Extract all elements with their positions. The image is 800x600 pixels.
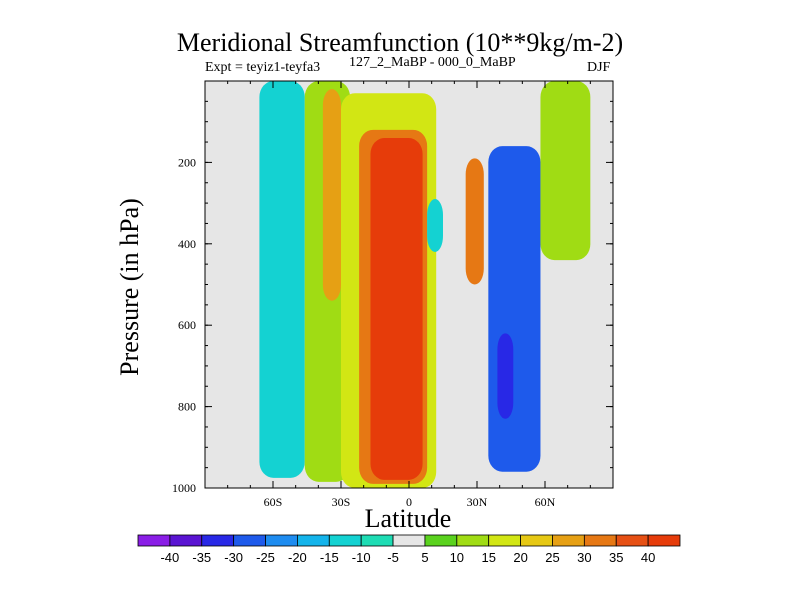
contour-plot [205,81,613,489]
contour-region-nh-positive-core [465,158,484,285]
colorbar-swatch [360,534,394,547]
colorbar-swatch [615,534,649,547]
colorbar-swatch [488,534,521,547]
colorbar-swatch [647,534,681,547]
colorbar-swatch [424,534,458,547]
colorbar-label: -30 [224,550,243,565]
x-tick-label: 30N [467,495,488,509]
colorbar-label: 30 [577,550,591,565]
contour-region-hadley-core [370,137,423,480]
colorbar-label: -25 [256,550,275,565]
contour-region-nh-ferrel-core [497,333,514,419]
colorbar-swatch [137,534,171,547]
y-tick-label: 400 [178,237,196,251]
contour-region-sh-polar-cell [259,81,305,478]
chart-title: Meridional Streamfunction (10**9kg/m-2) [176,28,624,57]
colorbar-label: 40 [641,550,655,565]
colorbar-swatch [583,534,617,547]
colorbar-swatch [297,534,330,547]
experiment-label: Expt = teyiz1-teyfa3 [205,60,321,75]
colorbar-swatch [456,534,490,547]
colorbar-swatch [392,534,426,547]
colorbar-label: -35 [192,550,211,565]
x-axis-label: Latitude [364,504,452,533]
y-tick-label: 800 [178,400,196,414]
colorbar-label: -20 [288,550,307,565]
y-axis-label: Pressure (in hPa) [115,198,144,376]
colorbar-swatch [552,534,585,547]
contour-region-nh-polar-positive [540,81,591,261]
colorbar-label: 35 [609,550,623,565]
colorbar-swatch [233,534,266,547]
colorbar-swatch [520,534,553,547]
colorbar-label: 15 [481,550,495,565]
x-tick-label: 60N [535,495,556,509]
colorbar-label: 25 [545,550,559,565]
colorbar-label: 20 [513,550,527,565]
season-label: DJF [587,60,611,75]
y-tick-label: 600 [178,318,196,332]
y-tick-label: 200 [178,155,196,169]
colorbar-label: 10 [450,550,464,565]
plot-axes: 60S 30S 0 30N 60N 200 400 600 800 1000 [172,80,614,509]
contour-region-sh-ferrel-core [322,89,341,301]
x-tick-label: 30S [332,495,351,509]
y-tick-label: 1000 [172,481,196,495]
colorbar-label: -40 [160,550,179,565]
x-tick-label: 0 [406,495,412,509]
colorbar-label: -15 [320,550,339,565]
colorbar-swatch [265,534,298,547]
x-tick-label: 60S [264,495,283,509]
colorbar-label: -10 [352,550,371,565]
contour-region-tropical-negative [427,199,443,252]
colorbar-swatch [201,534,235,547]
colorbar-swatch [328,534,362,547]
colorbar-swatch [169,534,203,547]
colorbar: -40 -35 -30 -25 -20 -15 -10 -5 5 10 15 20 25 30 35 40 [137,534,681,565]
colorbar-label: -5 [387,550,399,565]
colorbar-label: 5 [421,550,428,565]
contour-region-nh-ferrel-negative [488,146,541,472]
experiment-period-label: 127_2_MaBP - 000_0_MaBP [349,55,516,70]
